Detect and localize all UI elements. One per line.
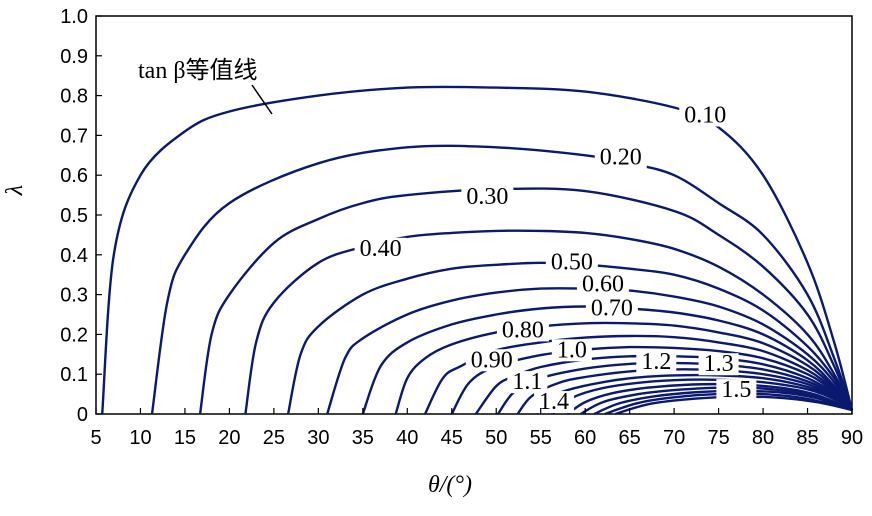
contour-label: 1.0 — [557, 337, 587, 363]
contour-line-0-90 — [424, 334, 853, 415]
contour-label-bg — [545, 251, 598, 274]
y-tick-label: 0.5 — [60, 205, 88, 227]
contour-line-1-5 — [551, 378, 853, 415]
contour-label-bg — [461, 186, 514, 209]
y-tick-label: 0.3 — [60, 285, 88, 307]
contour-label-bg — [551, 339, 592, 362]
annotation-leader — [251, 84, 273, 115]
contour-label-bg — [354, 237, 407, 260]
contour-label-bg — [594, 146, 647, 169]
x-tick-label: 25 — [263, 427, 285, 449]
x-tick-label: 65 — [619, 427, 641, 449]
contour-label: 1.3 — [704, 351, 734, 377]
contour-label: 0.50 — [551, 250, 593, 276]
y-tick-label: 0.4 — [60, 245, 88, 267]
x-tick-label: 50 — [485, 427, 507, 449]
contour-label-bg — [716, 379, 757, 402]
x-tick-label: 15 — [174, 427, 196, 449]
contour-line-0-10 — [101, 85, 854, 415]
y-axis: 0 0.1 0.2 0.3 0.4 0.5 0.6 0.7 0.8 0.9 1.0 — [60, 6, 102, 426]
y-tick-label: 0.9 — [60, 46, 88, 68]
contour-line-1-8 — [593, 389, 853, 416]
contour-label-bg — [496, 319, 549, 342]
contour-line-0-80 — [394, 321, 853, 415]
x-tick-label: 35 — [352, 427, 374, 449]
contour-label: 1.1 — [512, 369, 542, 395]
y-tick-label: 0.1 — [60, 364, 88, 386]
x-tick-label: 60 — [574, 427, 596, 449]
y-tick-label: 0.2 — [60, 324, 88, 346]
plot-area — [95, 15, 853, 415]
contour-label: 0.80 — [502, 317, 544, 343]
x-tick-label: 20 — [218, 427, 240, 449]
contour-label-bg — [576, 273, 629, 296]
x-tick-label: 30 — [307, 427, 329, 449]
y-tick-label: 0.8 — [60, 86, 88, 108]
y-tick-label: 0.6 — [60, 165, 88, 187]
contour-label-bg — [585, 297, 638, 320]
contour-label: 0.30 — [466, 184, 508, 210]
x-tick-label: 85 — [796, 427, 818, 449]
y-tick-label: 1.0 — [60, 6, 88, 28]
contour-label: 0.10 — [684, 102, 726, 128]
contour-label: 0.20 — [600, 144, 642, 170]
contour-line-0-40 — [244, 229, 854, 415]
x-tick-label: 5 — [90, 427, 101, 449]
contour-line-1-6 — [566, 382, 853, 415]
y-axis-title: λ — [2, 185, 28, 196]
contour-label: 0.40 — [360, 236, 402, 262]
contour-label-bg — [507, 371, 548, 394]
x-tick-label: 90 — [841, 427, 863, 449]
contour-line-0-20 — [150, 144, 854, 415]
contour-label: 1.4 — [539, 389, 569, 415]
contour-label: 0.90 — [471, 347, 513, 373]
contour-label-bg — [534, 391, 575, 414]
contour-label: 0.70 — [591, 296, 633, 322]
contour-label-bg — [465, 349, 518, 372]
contour-label: 1.2 — [641, 349, 671, 375]
x-tick-label: 55 — [530, 427, 552, 449]
contour-label-bg — [679, 104, 732, 127]
x-tick-label: 40 — [396, 427, 418, 449]
contour-annotation: tan β等值线 — [138, 57, 258, 84]
y-tick-label: 0 — [77, 404, 88, 426]
x-tick-label: 80 — [752, 427, 774, 449]
x-tick-label: 75 — [707, 427, 729, 449]
contour-label-bg — [698, 353, 739, 376]
contour-labels: 0.10 0.20 0.30 0.40 0.500.600.70 0.80 0.90 1.0 1… — [354, 102, 757, 415]
x-axis-title: θ/(°) — [428, 472, 472, 498]
y-tick-label: 0.7 — [60, 125, 88, 147]
x-tick-label: 45 — [441, 427, 463, 449]
contour-label: 1.5 — [721, 377, 751, 403]
contour-label: 0.60 — [582, 272, 624, 298]
contour-label-bg — [636, 351, 677, 374]
x-tick-label: 10 — [129, 427, 151, 449]
x-axis: 5 10 15 20 25 30 35 40 45 50 55 60 65 70 75 80 85 90 — [90, 408, 863, 449]
x-tick-label: 70 — [663, 427, 685, 449]
